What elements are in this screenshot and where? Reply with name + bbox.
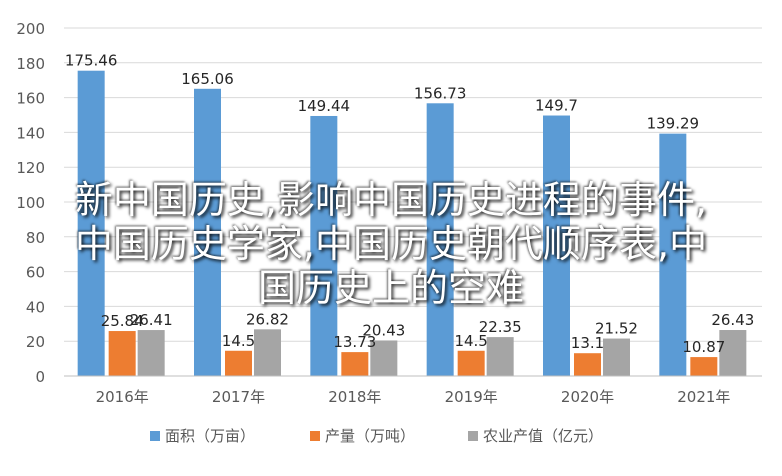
x-tick-label: 2016年 <box>96 388 149 406</box>
data-label: 21.52 <box>595 320 638 338</box>
bar <box>719 330 747 376</box>
y-tick-label: 200 <box>16 20 45 38</box>
bar <box>77 70 105 377</box>
x-tick-label: 2017年 <box>212 388 265 406</box>
data-label: 175.46 <box>65 52 118 70</box>
y-tick-label: 60 <box>26 264 45 282</box>
bar <box>108 331 136 376</box>
legend-swatch <box>468 431 478 441</box>
bars <box>77 70 747 377</box>
y-tick-label: 40 <box>26 298 45 316</box>
bar <box>543 115 570 376</box>
data-label: 14.5 <box>222 332 255 350</box>
data-label: 139.29 <box>647 115 700 133</box>
y-tick-label: 0 <box>35 368 45 386</box>
legend-label: 农业产值（亿元） <box>483 427 603 445</box>
gridlines <box>64 27 762 342</box>
legend-swatch <box>150 431 160 441</box>
x-tick-label: 2020年 <box>561 388 614 406</box>
bar <box>370 340 398 376</box>
y-tick-label: 80 <box>26 229 45 247</box>
data-label: 149.44 <box>298 97 351 115</box>
bar <box>254 329 281 376</box>
bar <box>426 103 454 377</box>
data-label: 149.7 <box>535 97 578 115</box>
data-label: 13.1 <box>571 334 604 352</box>
y-tick-label: 100 <box>16 194 45 212</box>
legend-label: 产量（万吨） <box>325 427 415 445</box>
y-tick-label: 140 <box>16 124 45 142</box>
data-label: 20.43 <box>362 321 405 339</box>
bar <box>659 133 687 376</box>
bar <box>603 338 630 376</box>
x-tick-label: 2019年 <box>445 388 498 406</box>
data-label: 13.73 <box>333 333 376 351</box>
axes: 0 20 40 60 80 100 120 140 160 180 200 2016年 2017年 201… <box>16 20 762 406</box>
legend-label: 面积（万亩） <box>165 427 255 445</box>
data-label: 22.35 <box>479 318 522 336</box>
data-label: 156.73 <box>414 84 467 102</box>
y-tick-label: 20 <box>26 333 45 351</box>
y-tick-label: 120 <box>16 159 45 177</box>
data-label: 26.41 <box>130 311 173 329</box>
bar <box>690 357 718 376</box>
legend-swatch <box>310 431 320 441</box>
legend: 面积（万亩） 产量（万吨） 农业产值（亿元） <box>150 427 603 445</box>
bar <box>310 115 338 377</box>
x-tick-label: 2021年 <box>677 388 730 406</box>
bar <box>225 350 252 376</box>
x-tick-label: 2018年 <box>328 388 381 406</box>
data-label: 14.5 <box>454 332 487 350</box>
bar <box>457 350 485 376</box>
data-label: 26.82 <box>246 310 289 328</box>
y-tick-label: 160 <box>16 90 45 108</box>
bar <box>486 337 514 376</box>
bar <box>574 353 601 376</box>
bar <box>341 352 369 376</box>
y-tick-label: 180 <box>16 55 45 73</box>
data-label: 26.43 <box>711 311 754 329</box>
bar <box>137 330 165 376</box>
bar <box>194 88 221 377</box>
data-label: 10.87 <box>682 338 725 356</box>
data-label: 25.84 <box>101 312 144 330</box>
data-label: 165.06 <box>181 70 234 88</box>
